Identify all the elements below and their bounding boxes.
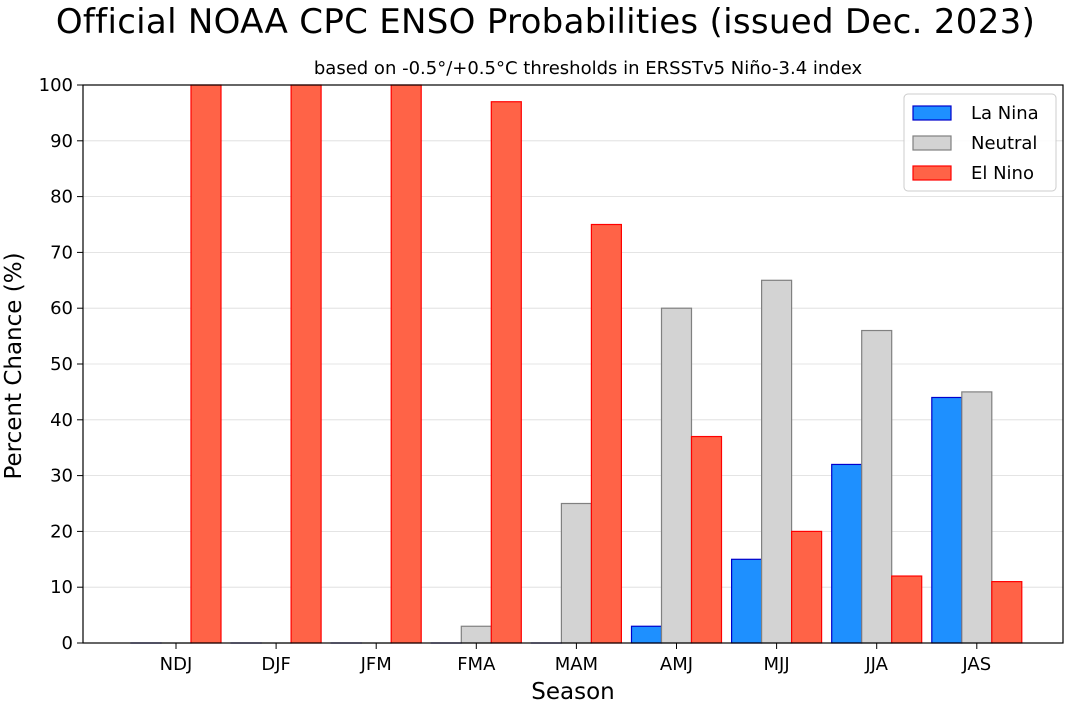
y-tick-label: 50	[50, 354, 73, 375]
y-tick-label: 0	[62, 633, 73, 654]
bar-la-nina-jja	[831, 463, 863, 644]
bar-neutral-amj	[660, 307, 693, 644]
x-tick-label-amj: AMJ	[660, 654, 693, 675]
bar-el-nino-jfm	[390, 84, 422, 644]
bar-el-nino-fma	[490, 101, 522, 644]
legend-swatch-neutral	[912, 135, 952, 151]
legend-label-el-nino: El Nino	[971, 163, 1034, 184]
bar-neutral-mjj	[760, 279, 793, 644]
bar-el-nino-ndj	[190, 84, 222, 644]
x-tick-label-djf: DJF	[261, 654, 291, 675]
legend-label-neutral: Neutral	[971, 133, 1037, 154]
y-tick-label: 100	[39, 75, 73, 96]
x-tick-label-fma: FMA	[457, 654, 496, 675]
legend-label-la-nina: La Nina	[971, 103, 1039, 124]
x-tick-label-mjj: MJJ	[764, 654, 790, 675]
bars	[130, 84, 1023, 644]
bar-el-nino-djf	[290, 84, 322, 644]
bar-el-nino-amj	[690, 435, 723, 644]
x-tick-label-jas: JAS	[961, 654, 991, 675]
x-axis-label: Season	[531, 679, 614, 705]
y-tick-label: 10	[50, 577, 73, 598]
bar-el-nino-mjj	[790, 530, 823, 644]
y-tick-label: 90	[50, 131, 73, 152]
y-axis-label: Percent Chance (%)	[1, 252, 27, 479]
bar-neutral-fma	[460, 625, 492, 644]
axis-ticks: 0 10 20 30 40 50 60 70 80 90 100 NDJ DJF JFM FMA MAM AMJ…	[39, 75, 992, 675]
y-tick-label: 20	[50, 521, 73, 542]
x-tick-label-jja: JJA	[864, 654, 888, 675]
x-tick-label-mam: MAM	[555, 654, 598, 675]
legend: La Nina Neutral El Nino	[903, 93, 1057, 192]
chart-subtitle: based on -0.5°/+0.5°C thresholds in ERSS…	[313, 58, 863, 79]
bar-el-nino-jja	[891, 575, 923, 644]
bar-neutral-jas	[961, 391, 993, 644]
bar-el-nino-mam	[590, 223, 623, 644]
legend-swatch-la-nina	[912, 105, 952, 121]
y-tick-label: 70	[50, 242, 73, 263]
x-tick-label-jfm: JFM	[360, 654, 392, 675]
bar-neutral-mam	[560, 502, 593, 644]
bar-neutral-jja	[861, 329, 893, 644]
y-tick-label: 60	[50, 298, 73, 319]
bar-el-nino-jas	[991, 581, 1023, 644]
bar-la-nina-amj	[630, 625, 663, 644]
legend-swatch-el-nino	[912, 165, 952, 181]
chart-title: Official NOAA CPC ENSO Probabilities (is…	[55, 2, 1036, 42]
y-tick-label: 30	[50, 466, 73, 487]
y-tick-label: 80	[50, 187, 73, 208]
x-tick-label-ndj: NDJ	[160, 654, 193, 675]
y-tick-label: 40	[50, 410, 73, 431]
bar-la-nina-mjj	[730, 558, 763, 644]
bar-la-nina-jas	[931, 396, 963, 644]
